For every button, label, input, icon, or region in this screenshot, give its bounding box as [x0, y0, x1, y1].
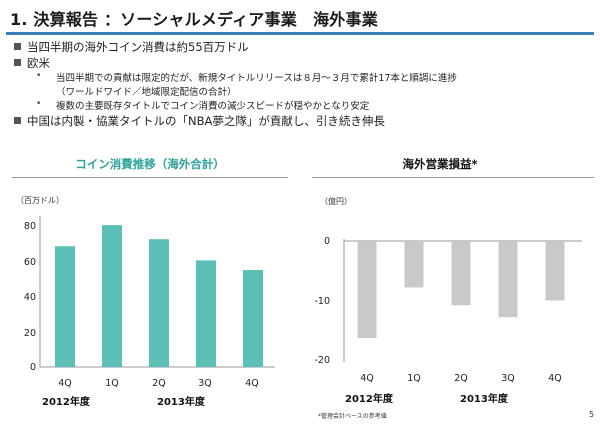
y-tick-label: 60 [23, 257, 36, 268]
fiscal-year-label: 2013年度 [460, 394, 508, 405]
bar-3q-3 [196, 260, 216, 367]
y-tick-label: -20 [314, 355, 330, 366]
title-underline [6, 32, 594, 35]
fiscal-year-label: 2012年度 [42, 397, 90, 408]
bullet-square-icon [14, 117, 21, 124]
bullet-china: 中国は内製・協業タイトルの「NBA夢之隊」が貢献し、引き続き伸長 [14, 113, 385, 129]
x-category-label: 3Q [501, 373, 515, 384]
page-title: 1. 決算報告 ：ソーシャルメディア事業 海外事業 [10, 10, 378, 29]
x-category-label: 2Q [454, 373, 468, 384]
fiscal-year-label: 2012年度 [345, 394, 393, 405]
sub-bullet-new-titles: 当四半期での貢献は限定的だが、新規タイトルリリースは８月～３月で累計17本と順調… [56, 73, 457, 84]
sub-bullet-note: （ワールドワイド／地域限定配信の合計） [56, 87, 237, 98]
bar-2q-2 [149, 239, 169, 367]
bar-1q-1 [102, 225, 122, 367]
y-tick-label: 80 [23, 221, 36, 232]
bullet-square-icon [14, 43, 21, 50]
sub-bullet-dot-icon: • [36, 99, 42, 109]
bar-4q-4 [243, 270, 263, 367]
footnote: *管理会計ベースの参考値 [318, 413, 387, 420]
page-number: 5 [589, 410, 595, 419]
x-category-label: 4Q [58, 378, 72, 389]
sub-bullet-dot-icon: • [36, 71, 42, 81]
fiscal-year-label: 2013年度 [157, 397, 205, 408]
x-category-label: 4Q [245, 378, 259, 389]
y-tick-label: 0 [323, 236, 330, 247]
bullet-text: 欧米 [27, 56, 50, 70]
y-unit-label: （百万ドル） [16, 196, 64, 205]
y-tick-label: 20 [23, 328, 36, 339]
x-category-label: 2Q [152, 378, 166, 389]
bullet-text: 中国は内製・協業タイトルの「NBA夢之隊」が貢献し、引き続き伸長 [27, 114, 385, 128]
x-category-label: 1Q [407, 373, 421, 384]
sub-bullet-existing-titles: 複数の主要既存タイトルでコイン消費の減少スピードが穏やかとなり安定 [56, 101, 370, 112]
chart-divider [312, 177, 594, 178]
bar-4q-4 [545, 241, 565, 301]
chart-title-coin-consumption: コイン消費推移（海外合計） [75, 157, 225, 171]
chart-title-operating-income: 海外営業損益* [402, 157, 478, 171]
bar-4q-0 [55, 246, 75, 367]
bullet-text: 当四半期の海外コイン消費は約55百万ドル [27, 40, 249, 54]
y-unit-label: （億円） [320, 197, 352, 206]
bar-4q-0 [357, 241, 377, 338]
bar-2q-2 [451, 241, 471, 306]
chart-divider [12, 177, 288, 178]
bullet-europe-america: 欧米 [14, 55, 50, 71]
bullet-coin-consumption: 当四半期の海外コイン消費は約55百万ドル [14, 39, 249, 55]
y-tick-label: 0 [29, 362, 36, 373]
y-tick-label: 40 [23, 292, 36, 303]
bullet-square-icon [14, 59, 21, 66]
bar-3q-3 [498, 241, 518, 318]
bar-1q-1 [404, 241, 424, 288]
x-category-label: 4Q [360, 373, 374, 384]
y-tick-label: -10 [314, 296, 330, 307]
x-category-label: 4Q [548, 373, 562, 384]
x-category-label: 3Q [198, 378, 212, 389]
x-category-label: 1Q [105, 378, 119, 389]
